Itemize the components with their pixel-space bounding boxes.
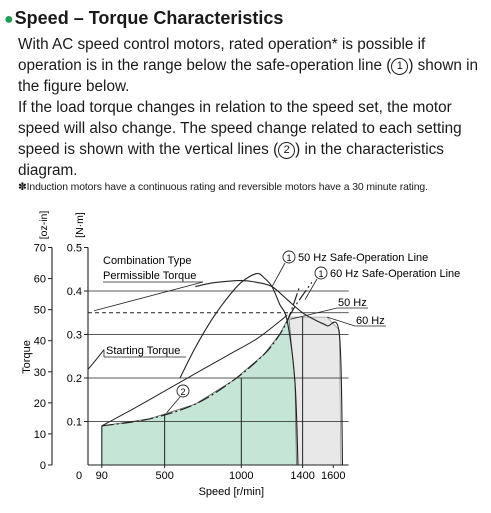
y-nm-tick-label-0.3: 0.3 bbox=[67, 330, 82, 342]
annotation-50hz: 50 Hz bbox=[338, 297, 367, 309]
annotation-combination-line2: Permissible Torque bbox=[103, 270, 196, 282]
paragraph-1: With AC speed control motors, rated oper… bbox=[18, 34, 484, 97]
safe-50hz-leader bbox=[271, 262, 286, 287]
y-oz-tick-label-10: 10 bbox=[34, 429, 46, 441]
annotation-safe-60hz: 60 Hz Safe-Operation Line bbox=[330, 268, 460, 280]
y-nm-tick-label-0.5: 0.5 bbox=[67, 243, 82, 255]
annotation-starting-torque: Starting Torque bbox=[106, 345, 180, 357]
y-axis-units-oz: [oz-in] bbox=[38, 211, 50, 240]
x-axis-title: Speed [r/min] bbox=[199, 486, 264, 498]
y-axis-units-nm: [N·m] bbox=[74, 212, 86, 238]
y-oz-tick-label-50: 50 bbox=[34, 305, 46, 317]
x-tick-label-0: 0 bbox=[76, 470, 82, 482]
safe-50hz-mark-circle bbox=[282, 250, 296, 264]
label-60hz-leader bbox=[327, 316, 356, 327]
x-tick-label-1400: 1400 bbox=[290, 470, 314, 482]
vertical-mark-leader bbox=[166, 396, 181, 414]
x-tick-label-90: 90 bbox=[96, 470, 108, 482]
y-nm-tick-label-0.2: 0.2 bbox=[67, 373, 82, 385]
combination-leader bbox=[93, 281, 204, 312]
safe-60hz-leader bbox=[304, 278, 318, 300]
safe-60hz-mark: 1 bbox=[318, 269, 323, 279]
curve-low-safe-line bbox=[101, 314, 288, 427]
paragraph-2-part-1: If the load torque changes in relation t… bbox=[18, 99, 462, 158]
curve-safe-line-60hz bbox=[288, 281, 313, 318]
curve-safe-line-50hz bbox=[101, 286, 301, 427]
paragraph-1-part-2: ) shown in the figure below. bbox=[18, 57, 479, 95]
x-tick-label-500: 500 bbox=[155, 470, 173, 482]
curve-speed-torque-60hz bbox=[195, 280, 344, 466]
y-oz-tick-label-20: 20 bbox=[34, 398, 46, 410]
circled-number-1: 1 bbox=[391, 58, 409, 75]
starting-torque-curve bbox=[87, 349, 105, 370]
y-oz-tick-label-40: 40 bbox=[34, 336, 46, 348]
x-tick-label-1000: 1000 bbox=[229, 470, 253, 482]
region-60hz bbox=[263, 316, 342, 466]
annotation-combination-line1: Combination Type bbox=[103, 255, 191, 267]
safe-60hz-mark-circle bbox=[314, 266, 328, 280]
y-axis-title: Torque bbox=[21, 340, 33, 374]
paragraph-1-part-1: With AC speed control motors, rated oper… bbox=[18, 36, 426, 74]
region-50hz bbox=[101, 315, 297, 466]
y-oz-tick-label-30: 30 bbox=[34, 367, 46, 379]
section-heading: ●Speed – Torque Characteristics bbox=[4, 8, 283, 29]
footnote: ✽Induction motors have a continuous rati… bbox=[18, 182, 428, 193]
bullet-icon: ● bbox=[4, 11, 14, 28]
curve-speed-torque-50hz bbox=[179, 272, 299, 466]
heading-text: Speed – Torque Characteristics bbox=[14, 8, 284, 28]
label-50hz-leader bbox=[290, 307, 338, 320]
y-oz-tick-label-70: 70 bbox=[34, 243, 46, 255]
annotation-60hz: 60 Hz bbox=[356, 315, 385, 327]
vertical-mark: 2 bbox=[180, 387, 185, 397]
vertical-mark-circle bbox=[176, 384, 190, 398]
safe-50hz-mark: 1 bbox=[286, 253, 291, 263]
circled-number-2: 2 bbox=[278, 142, 296, 159]
y-nm-tick-label-0.1: 0.1 bbox=[67, 417, 82, 429]
paragraph-2: If the load torque changes in relation t… bbox=[18, 97, 484, 181]
annotation-safe-50hz: 50 Hz Safe-Operation Line bbox=[298, 252, 428, 264]
paragraph-2-part-2: ) in the characteristics diagram. bbox=[18, 141, 444, 179]
x-tick-label-1600: 1600 bbox=[321, 470, 345, 482]
y-nm-tick-label-0.4: 0.4 bbox=[67, 286, 82, 298]
y-oz-tick-label-60: 60 bbox=[34, 274, 46, 286]
y-oz-tick-label-0: 0 bbox=[40, 460, 46, 472]
